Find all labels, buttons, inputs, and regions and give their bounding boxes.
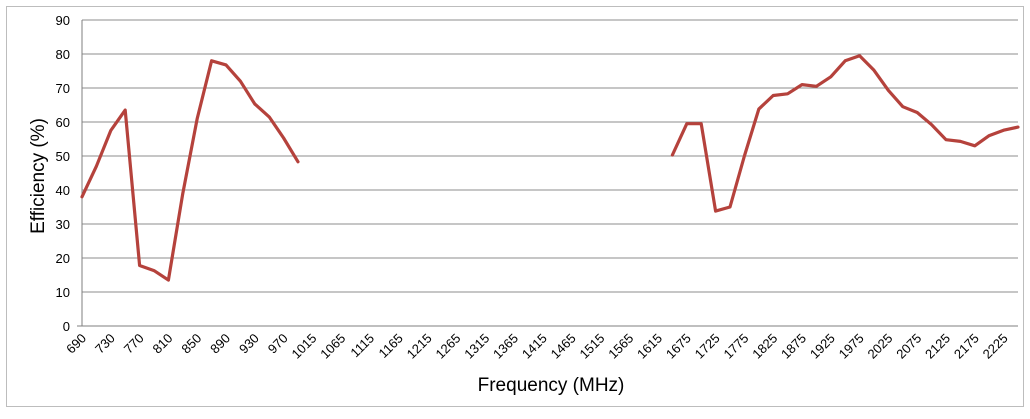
data-point — [685, 122, 688, 125]
data-point — [959, 140, 962, 143]
data-point — [757, 107, 760, 111]
data-point — [167, 278, 170, 282]
y-tick-label: 40 — [56, 183, 70, 198]
data-point — [80, 195, 84, 198]
data-point — [872, 69, 876, 72]
series-lines — [80, 54, 1020, 282]
data-point — [296, 160, 300, 163]
gridlines — [82, 19, 1018, 293]
data-point — [109, 129, 113, 132]
data-point — [800, 83, 804, 86]
data-point — [772, 94, 775, 97]
data-point — [239, 80, 242, 83]
data-point — [728, 205, 732, 209]
axes — [77, 20, 1018, 327]
data-point — [930, 123, 933, 126]
data-point — [944, 138, 948, 141]
data-point — [196, 117, 199, 120]
data-point — [829, 75, 832, 79]
data-point — [916, 111, 919, 114]
data-point — [671, 153, 674, 157]
data-point — [152, 269, 156, 272]
data-point — [973, 144, 976, 147]
y-tick-label: 90 — [56, 13, 70, 28]
y-tick-labels: 0 10 20 30 40 50 60 70 80 90 — [56, 13, 70, 334]
data-point — [253, 102, 256, 106]
y-tick-label: 20 — [56, 251, 70, 266]
y-tick-label: 50 — [56, 149, 70, 164]
y-tick-label: 0 — [63, 319, 70, 334]
x-axis-label: Frequency (MHz) — [478, 375, 625, 396]
data-point — [844, 59, 847, 62]
data-point — [743, 154, 746, 158]
data-point — [700, 122, 703, 125]
data-point — [714, 209, 717, 213]
data-point — [786, 92, 789, 96]
data-point — [901, 105, 904, 108]
data-point — [210, 59, 213, 62]
data-point — [1002, 129, 1005, 132]
y-tick-label: 70 — [56, 81, 70, 96]
data-point — [124, 108, 127, 112]
y-axis-label: Efficiency (%) — [28, 118, 49, 234]
data-point — [95, 165, 98, 168]
data-point — [1016, 125, 1020, 129]
data-point — [224, 63, 228, 67]
y-tick-label: 30 — [56, 217, 70, 232]
chart-border — [6, 6, 1024, 407]
y-tick-label: 10 — [56, 285, 70, 300]
y-tick-label: 80 — [56, 47, 70, 62]
y-tick-label: 60 — [56, 115, 70, 130]
data-point — [988, 134, 991, 137]
data-point — [268, 115, 271, 119]
data-point — [887, 89, 890, 92]
data-point — [858, 54, 861, 57]
data-point — [138, 264, 141, 267]
data-point — [181, 192, 184, 195]
data-point — [282, 136, 285, 140]
data-point — [815, 85, 818, 88]
